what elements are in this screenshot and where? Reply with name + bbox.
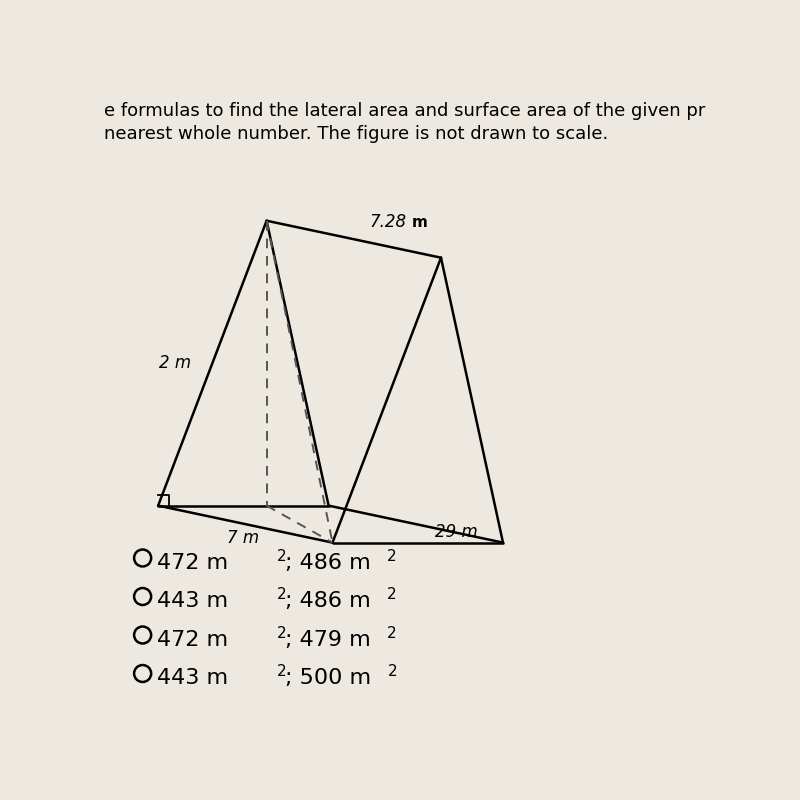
Text: 472 m: 472 m xyxy=(158,553,229,573)
Text: 2: 2 xyxy=(277,626,286,641)
Text: 2: 2 xyxy=(387,587,397,602)
Text: 443 m: 443 m xyxy=(158,668,229,688)
Text: 2: 2 xyxy=(387,665,397,679)
Text: 2: 2 xyxy=(277,665,286,679)
Text: 2: 2 xyxy=(277,549,286,564)
Text: 7.28: 7.28 xyxy=(370,214,406,231)
Text: 2: 2 xyxy=(387,626,397,641)
Text: ; 479 m: ; 479 m xyxy=(285,630,370,650)
Text: 472 m: 472 m xyxy=(158,630,229,650)
Text: nearest whole number. The figure is not drawn to scale.: nearest whole number. The figure is not … xyxy=(104,126,608,143)
Text: ; 486 m: ; 486 m xyxy=(285,553,370,573)
Text: 2: 2 xyxy=(277,587,286,602)
Text: 7 m: 7 m xyxy=(227,529,259,546)
Text: 29 m: 29 m xyxy=(435,523,478,541)
Text: 2: 2 xyxy=(387,549,397,564)
Text: ; 486 m: ; 486 m xyxy=(285,591,370,611)
Text: 443 m: 443 m xyxy=(158,591,229,611)
Text: e formulas to find the lateral area and surface area of the given pr: e formulas to find the lateral area and … xyxy=(104,102,706,120)
Text: ; 500 m: ; 500 m xyxy=(285,668,371,688)
Text: m: m xyxy=(412,214,428,230)
Text: 2 m: 2 m xyxy=(158,354,190,372)
